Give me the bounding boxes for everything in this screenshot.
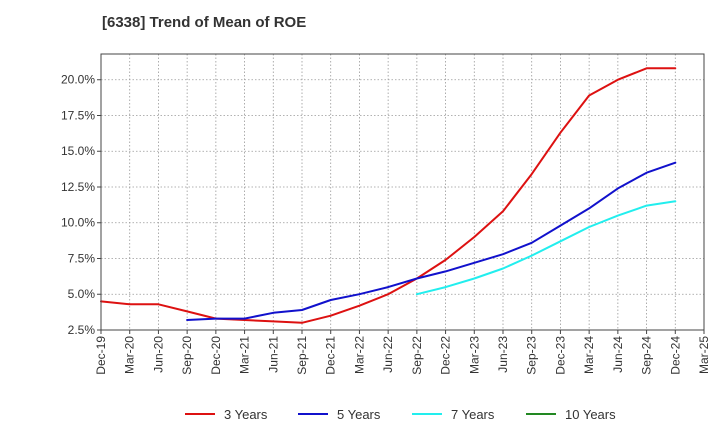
x-tick-label: Dec-24 xyxy=(668,336,682,375)
x-tick-label: Dec-20 xyxy=(209,336,223,375)
legend-label-5-years: 5 Years xyxy=(337,407,381,422)
y-tick-label: 15.0% xyxy=(61,144,95,158)
series-line-5-years xyxy=(186,161,677,321)
x-tick-label: Jun-22 xyxy=(381,336,395,373)
x-tick-label: Jun-21 xyxy=(266,336,280,373)
x-tick-label: Mar-25 xyxy=(697,336,711,374)
series-lines xyxy=(100,67,677,324)
y-tick-label: 20.0% xyxy=(61,73,95,87)
x-tick-label: Dec-19 xyxy=(94,336,108,375)
series-line-7-years xyxy=(415,200,677,296)
plot-area xyxy=(101,54,704,330)
x-tick-label: Mar-21 xyxy=(238,336,252,374)
y-axis-ticks: 2.5% 5.0% 7.5% 10.0% 12.5% 15.0% 17.5% 20.0% xyxy=(61,73,101,337)
legend: 3 Years 5 Years 7 Years 10 Years xyxy=(185,407,616,422)
y-tick-label: 10.0% xyxy=(61,216,95,230)
x-tick-label: Sep-22 xyxy=(410,336,424,375)
y-tick-label: 12.5% xyxy=(61,180,95,194)
x-tick-label: Sep-20 xyxy=(180,336,194,375)
chart-title: [6338] Trend of Mean of ROE xyxy=(102,14,307,31)
y-tick-label: 2.5% xyxy=(68,323,96,337)
x-tick-label: Mar-20 xyxy=(123,336,137,374)
legend-label-10-years: 10 Years xyxy=(565,407,616,422)
y-tick-label: 7.5% xyxy=(68,251,96,265)
x-tick-label: Sep-24 xyxy=(640,336,654,375)
series-line-3-years xyxy=(100,67,677,324)
legend-label-7-years: 7 Years xyxy=(451,407,495,422)
grid-lines xyxy=(101,54,704,330)
x-tick-label: Dec-21 xyxy=(324,336,338,375)
x-tick-label: Sep-21 xyxy=(295,336,309,375)
x-tick-label: Jun-24 xyxy=(611,336,625,373)
x-tick-label: Mar-22 xyxy=(352,336,366,374)
x-tick-label: Sep-23 xyxy=(525,336,539,375)
x-tick-label: Mar-23 xyxy=(467,336,481,374)
plot-border xyxy=(100,53,705,331)
x-tick-label: Dec-22 xyxy=(439,336,453,375)
legend-label-3-years: 3 Years xyxy=(224,407,268,422)
x-tick-label: Dec-23 xyxy=(553,336,567,375)
x-tick-label: Jun-23 xyxy=(496,336,510,373)
y-tick-label: 5.0% xyxy=(68,287,96,301)
x-tick-label: Jun-20 xyxy=(151,336,165,373)
x-tick-label: Mar-24 xyxy=(582,336,596,374)
y-tick-label: 17.5% xyxy=(61,108,95,122)
x-axis-ticks: Dec-19 Mar-20 Jun-20 Sep-20 Dec-20 Mar-21 Jun-… xyxy=(94,330,711,375)
